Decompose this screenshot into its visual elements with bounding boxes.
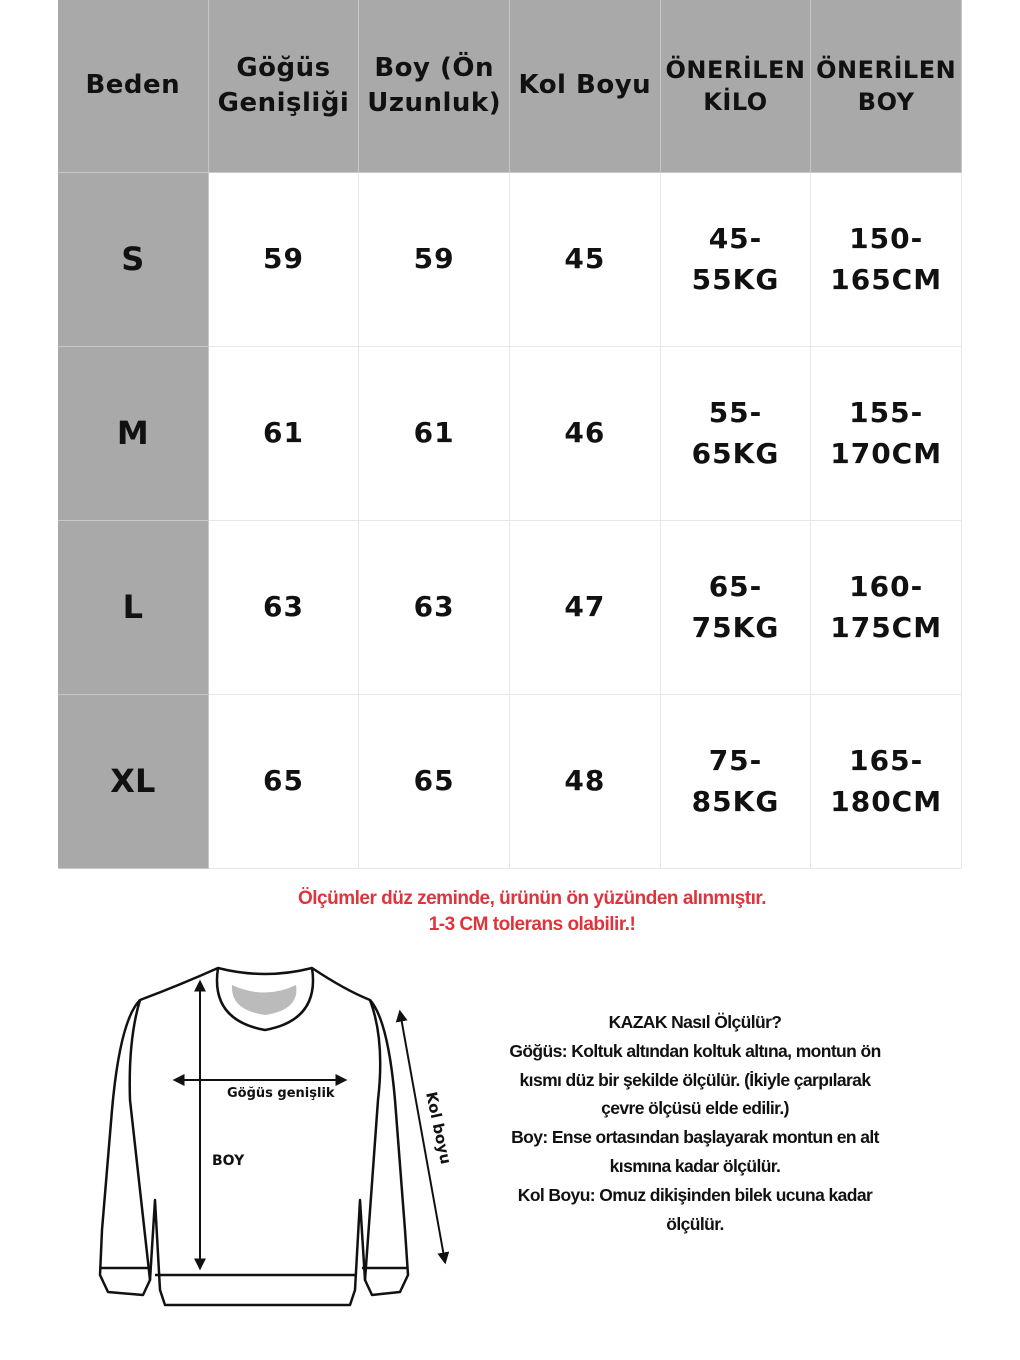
table-cell: 48 (510, 695, 661, 869)
size-cell: L (58, 521, 209, 695)
measurement-note: Ölçümler düz zeminde, ürünün ön yüzünden… (297, 888, 767, 909)
how-to-measure: KAZAK Nasıl Ölçülür? Göğüs: Koltuk altın… (470, 1008, 920, 1238)
sleeve-label: Kol boyu (422, 1090, 455, 1166)
size-table: Beden Göğüs Genişliği Boy (Ön Uzunluk) K… (58, 0, 962, 869)
table-cell: 61 (359, 347, 510, 521)
howto-line: Kol Boyu: Omuz dikişinden bilek ucuna ka… (517, 1184, 873, 1205)
sweater-outline (98, 966, 410, 1307)
chest-label: Göğüs genişlik (227, 1086, 335, 1101)
howto-line: ölçülür. (666, 1213, 724, 1234)
sleeve-arrow (395, 1009, 450, 1265)
table-cell: 55- 65KG (660, 347, 812, 521)
table-cell: 45- 55KG (660, 173, 812, 347)
table-cell: 59 (359, 173, 510, 347)
table-cell: 61 (208, 347, 360, 521)
table-cell: 75- 85KG (660, 695, 812, 869)
table-cell: 160- 175CM (811, 521, 962, 695)
table-cell: 59 (208, 173, 360, 347)
header-beden: Beden (58, 0, 209, 173)
collar-inner (231, 985, 297, 1015)
size-cell: XL (58, 695, 209, 869)
length-label: BOY (212, 1153, 245, 1169)
table-cell: 45 (510, 173, 661, 347)
table-cell: 150- 165CM (811, 173, 962, 347)
table-cell: 155- 170CM (811, 347, 962, 521)
table-cell: 63 (208, 521, 360, 695)
table-cell: 47 (510, 521, 661, 695)
size-cell: M (58, 347, 209, 521)
howto-title: KAZAK Nasıl Ölçülür? (608, 1012, 782, 1032)
table-cell: 63 (359, 521, 510, 695)
howto-line: çevre ölçüsü elde edilir.) (601, 1098, 789, 1119)
header-sleeve: Kol Boyu (510, 0, 661, 173)
tolerance-note: 1-3 CM tolerans olabilir.! (428, 914, 636, 935)
header-weight: ÖNERİLEN KİLO (660, 0, 812, 173)
table-cell: 65- 75KG (660, 521, 812, 695)
table-cell: 65 (359, 695, 510, 869)
howto-line: Göğüs: Koltuk altından koltuk altına, mo… (509, 1040, 881, 1061)
howto-line: kısmına kadar ölçülür. (609, 1155, 781, 1176)
table-cell: 165- 180CM (811, 695, 962, 869)
howto-line: Boy: Ense ortasından başlayarak montun e… (511, 1127, 879, 1148)
table-cell: 65 (208, 695, 360, 869)
header-chest: Göğüs Genişliği (208, 0, 360, 173)
table-cell: 46 (510, 347, 661, 521)
header-height: ÖNERİLEN BOY (811, 0, 962, 173)
header-length: Boy (Ön Uzunluk) (359, 0, 510, 173)
size-cell: S (58, 173, 209, 347)
howto-line: kısmı düz bir şekilde ölçülür. (İkiyle ç… (519, 1069, 872, 1090)
